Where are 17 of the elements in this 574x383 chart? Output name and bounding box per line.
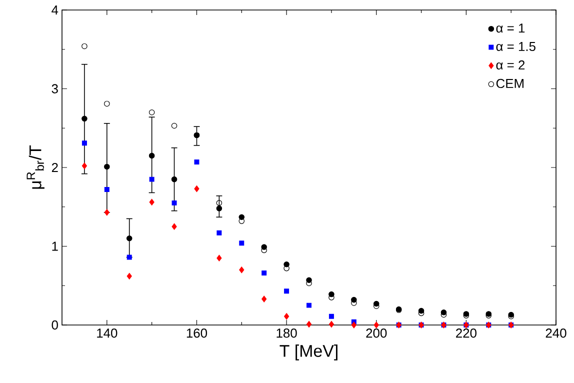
y-tick-label: 2 [52, 162, 58, 172]
legend-label: α = 1.5 [496, 42, 536, 52]
x-tick-label: 220 [456, 328, 476, 338]
y-tick-label: 1 [52, 242, 58, 251]
y-axis-title: μ$^{R}$$_{br}$/T [26, 145, 44, 189]
y-tick-label: 4 [52, 6, 58, 14]
x-tick-label: 200 [366, 328, 387, 338]
legend-label: α = 1 [496, 24, 525, 33]
x-tick-label: 140 [97, 328, 118, 338]
y-tick-label: 0 [52, 320, 58, 330]
x-tick-label: 240 [546, 328, 566, 338]
legend-label: α = 2 [496, 60, 525, 70]
x-tick-label: 160 [186, 328, 208, 338]
y-tick-label: 3 [52, 84, 58, 94]
x-axis-title: T [MeV] [280, 344, 338, 360]
x-tick-label: 180 [276, 328, 297, 338]
legend-label: CEM [496, 78, 524, 88]
